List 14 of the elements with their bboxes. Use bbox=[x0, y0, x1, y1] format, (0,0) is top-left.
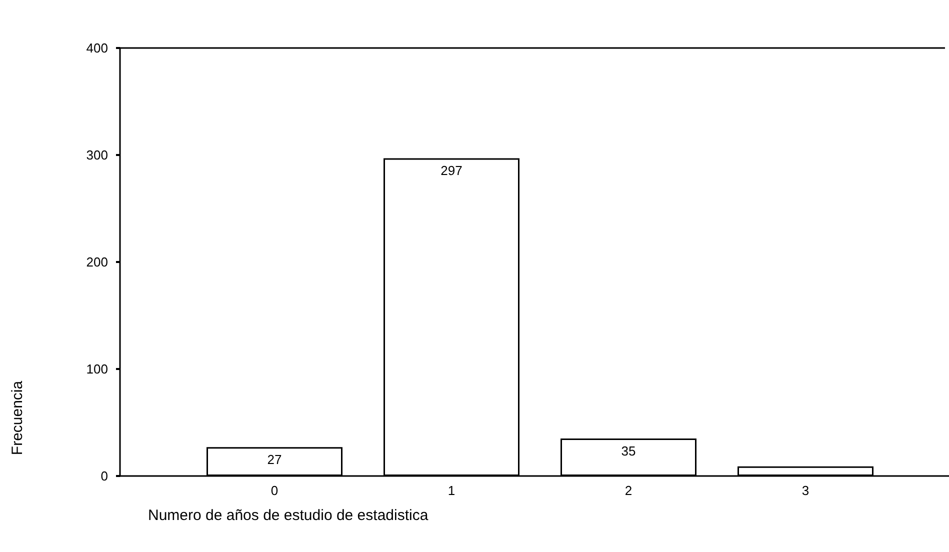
x-tick-label: 2 bbox=[624, 483, 632, 498]
y-tick-label: 200 bbox=[86, 254, 108, 270]
x-tick-label: 0 bbox=[270, 483, 278, 498]
data-label: 297 bbox=[440, 163, 462, 178]
x-tick-label: 3 bbox=[802, 483, 810, 498]
y-tick-label: 100 bbox=[86, 362, 108, 376]
y-tick-label: 400 bbox=[86, 40, 108, 56]
data-label: 27 bbox=[267, 452, 282, 468]
x-axis-title: Numero de años de estudio de estadistica bbox=[148, 507, 429, 524]
y-tick-label: 0 bbox=[100, 468, 108, 484]
x-tick-label: 1 bbox=[448, 483, 456, 498]
y-axis-title: Frecuencia bbox=[9, 380, 26, 456]
y-tick-label: 300 bbox=[86, 148, 108, 162]
data-label: 35 bbox=[621, 444, 636, 459]
